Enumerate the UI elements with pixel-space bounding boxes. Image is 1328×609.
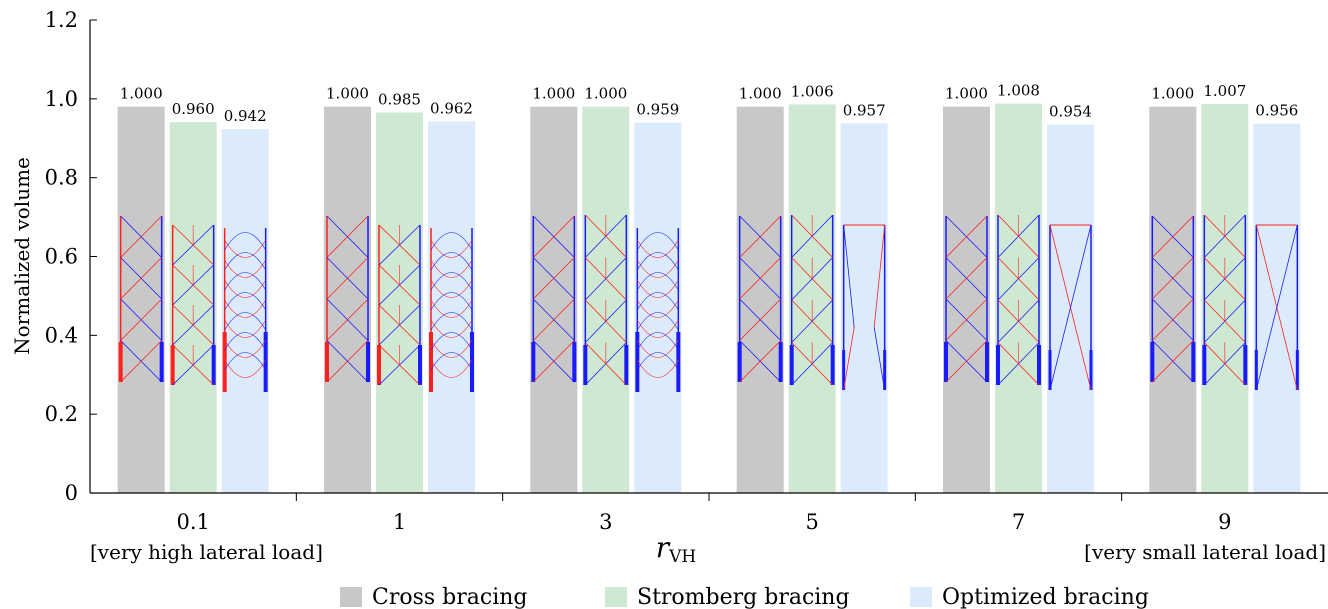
structure-group-3 (531, 214, 681, 392)
bar-3-3 (634, 122, 682, 493)
data-label: 0.942 (224, 107, 267, 125)
bar-1-6 (1149, 106, 1197, 493)
x-axis-title: rVH (656, 531, 697, 567)
legend-swatch (605, 587, 627, 607)
y-tick-label: 0 (65, 481, 78, 505)
bar-1-5 (943, 106, 990, 493)
x-tick-label: 9 (1218, 510, 1231, 534)
structure-group-4 (737, 214, 887, 391)
data-label: 1.000 (326, 85, 369, 103)
y-tick-label: 0.4 (45, 323, 78, 347)
data-label: 1.007 (1203, 82, 1246, 100)
legend-swatch (910, 587, 932, 607)
x-tick-label: 3 (599, 510, 612, 534)
bar-3-2 (428, 121, 475, 493)
x-note-right: [very small lateral load] (1084, 540, 1326, 564)
legend-item-1: Cross bracing (340, 585, 528, 609)
legend: Cross bracing Stromberg bracing Optimized … (340, 585, 1149, 609)
data-label: 1.006 (791, 82, 834, 100)
legend-label: Optimized bracing (942, 585, 1149, 609)
data-label: 1.000 (120, 85, 163, 103)
bar-2-3 (582, 106, 630, 493)
bar-1-4 (736, 106, 784, 493)
legend-label: Stromberg bracing (637, 585, 850, 609)
legend-swatch (340, 587, 362, 607)
data-label: 1.000 (945, 85, 988, 103)
axes-layer: 0 0.2 0.4 0.6 0.8 1.0 1.2 0.1 1 3 5 7 9 [very high la… (10, 8, 1328, 567)
legend-item-2: Stromberg bracing (605, 585, 850, 609)
bar-1-3 (530, 106, 578, 493)
bar-2-4 (788, 104, 836, 494)
y-tick-label: 0.6 (45, 245, 78, 269)
bar-3-1 (221, 129, 269, 493)
structure-group-1 (118, 215, 268, 392)
structure-group-6 (1150, 214, 1299, 391)
data-label: 1.000 (532, 85, 575, 103)
data-label: 1.000 (1151, 85, 1194, 103)
labels-layer: 1.000 1.000 1.000 1.000 1.000 1.000 0.960 0.985… (120, 82, 1299, 125)
x-tick-label: 7 (1012, 510, 1025, 534)
bar-3-4 (840, 123, 888, 494)
structure-group-5 (944, 214, 1093, 391)
bars-layer (117, 103, 1301, 494)
data-label: 0.962 (430, 99, 473, 117)
structures-layer (118, 214, 1299, 392)
y-tick-label: 1.2 (45, 8, 78, 32)
x-tick-label: 5 (805, 510, 818, 534)
bar-1-2 (324, 106, 371, 493)
x-tick-label: 1 (393, 510, 406, 534)
bar-1-1 (117, 106, 165, 493)
legend-label: Cross bracing (372, 585, 528, 609)
x-note-left: [very high lateral load] (90, 540, 323, 564)
data-label: 0.960 (172, 100, 215, 118)
legend-item-3: Optimized bracing (910, 585, 1149, 609)
bar-2-5 (995, 103, 1042, 493)
bar-2-2 (376, 112, 423, 493)
data-label: 1.000 (584, 85, 627, 103)
bar-2-6 (1201, 104, 1249, 493)
data-label: 0.957 (843, 101, 886, 119)
data-label: 0.956 (1255, 102, 1298, 120)
y-tick-label: 0.2 (45, 402, 78, 426)
data-label: 0.954 (1049, 102, 1092, 120)
data-label: 0.959 (636, 101, 679, 119)
y-axis-title: Normalized volume (10, 157, 34, 355)
x-tick-label: 0.1 (176, 510, 209, 534)
data-label: 1.000 (739, 85, 782, 103)
y-tick-label: 1.0 (45, 87, 78, 111)
data-label: 0.985 (378, 91, 421, 109)
y-tick-label: 0.8 (45, 166, 78, 190)
structure-group-2 (325, 215, 474, 392)
data-label: 1.008 (997, 82, 1040, 100)
